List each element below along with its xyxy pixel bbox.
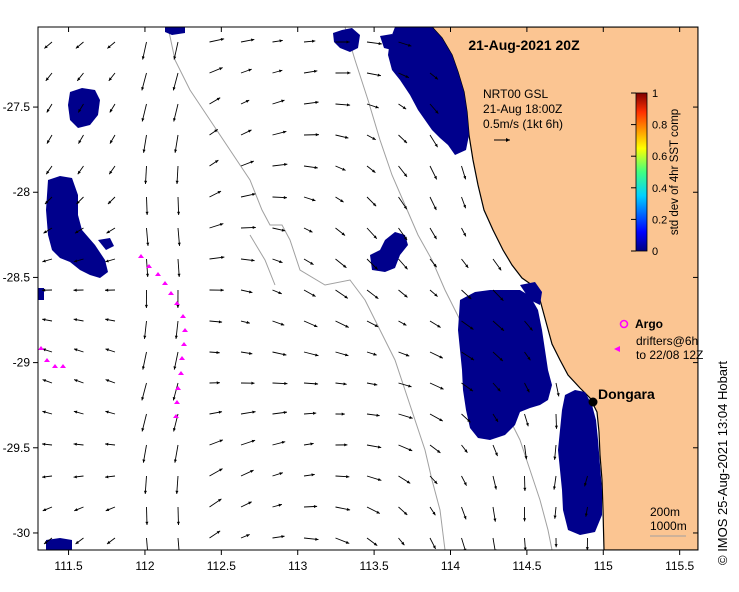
colorbar-tick-label: 0.6 [652, 151, 667, 163]
lon-tick-label: 115 [594, 559, 613, 573]
colorbar-tick-label: 0.2 [652, 214, 667, 226]
credit-label: © IMOS 25-Aug-2021 13:04 Hobart [715, 361, 730, 565]
map-title: 21-Aug-2021 20Z [468, 37, 580, 53]
colorbar-label: std dev of 4hr SST comp [669, 109, 681, 235]
colorbar-tick-label: 0.4 [652, 183, 667, 195]
lon-tick-label: 113.5 [360, 559, 389, 573]
plot-area [38, 27, 698, 556]
current-time-label: 21-Aug 18:00Z [483, 102, 562, 116]
lon-tick-label: 114 [441, 559, 460, 573]
lat-tick-label: -27.5 [3, 100, 31, 114]
lon-tick-label: 112.5 [207, 559, 236, 573]
dongara-label: Dongara [598, 386, 655, 402]
current-scale-label: 0.5m/s (1kt 6h) [483, 117, 563, 131]
lat-tick-label: -30 [13, 526, 31, 540]
lon-tick-label: 115.5 [665, 559, 694, 573]
isobath-1000-label: 1000m [650, 519, 687, 533]
colorbar-tick-label: 0 [652, 246, 658, 258]
colorbar-tick-label: 1 [652, 88, 658, 100]
isobath-200-label: 200m [650, 505, 680, 519]
lon-tick-label: 113 [288, 559, 307, 573]
dongara-marker [589, 398, 598, 407]
lat-tick-label: -28.5 [3, 270, 31, 284]
colorbar-ramp [636, 93, 647, 251]
lat-tick-label: -28 [13, 185, 31, 199]
lon-tick-label: 112 [135, 559, 154, 573]
lat-tick-label: -29 [13, 356, 31, 370]
lon-tick-label: 114.5 [512, 559, 541, 573]
drifter-label: drifters@6h [636, 334, 698, 348]
colorbar-tick-label: 0.8 [652, 120, 667, 132]
lon-tick-label: 111.5 [54, 559, 83, 573]
argo-label: Argo [635, 317, 663, 331]
drifter-time-label: to 22/08 12Z [636, 348, 703, 362]
lat-tick-label: -29.5 [3, 441, 31, 455]
current-model-label: NRT00 GSL [483, 87, 548, 101]
